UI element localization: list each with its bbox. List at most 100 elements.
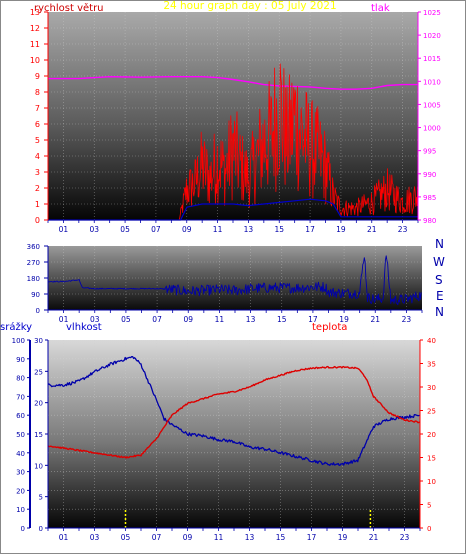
chart3-rain-tick-label: 100	[12, 337, 25, 345]
chart3-rain-tick-label: 0	[21, 525, 25, 533]
chart3-humidity-tick-label: 0	[39, 525, 43, 533]
chart3-x-tick-label: 21	[369, 533, 379, 542]
chart1-left-tick-label: 8	[35, 88, 40, 97]
chart3-x-tick-label: 15	[276, 533, 286, 542]
chart3-x-tick-label: 07	[152, 533, 162, 542]
pressure-line	[48, 75, 418, 90]
pressure-label: tlak	[371, 3, 390, 14]
chart2-x-tick-label: 11	[215, 315, 225, 324]
chart3-rain-tick-label: 20	[16, 487, 25, 495]
chart1-x-tick-label: 03	[89, 225, 99, 234]
chart1-x-tick-label: 17	[305, 225, 315, 234]
chart2-x-tick-label: 13	[246, 315, 256, 324]
chart3-x-tick-label: 13	[245, 533, 255, 542]
chart1-left-tick-label: 13	[30, 8, 40, 17]
chart1-x-tick-label: 07	[151, 225, 161, 234]
chart1-right-tick-label: 1010	[423, 78, 441, 86]
chart3-x-tick-label: 03	[90, 533, 100, 542]
chart2-left-tick-label: 270	[27, 259, 40, 267]
chart1-left-tick-label: 5	[35, 136, 40, 145]
chart1-left-tick-label: 7	[35, 104, 40, 113]
chart1-left-tick-label: 12	[30, 24, 40, 33]
chart3-x-tick-label: 05	[121, 533, 131, 542]
temperature-line	[47, 365, 421, 459]
chart2-x-tick-label: 17	[308, 315, 318, 324]
wind-speed-label: rychlost větru	[34, 2, 104, 14]
chart3-rain-tick-label: 10	[16, 506, 25, 514]
chart3-x-tick-label: 23	[400, 533, 410, 542]
chart2-left-tick-label: 90	[31, 291, 40, 299]
chart1-left-tick-label: 0	[35, 216, 40, 225]
chart3-x-tick-label: 17	[307, 533, 317, 542]
rain-label: srážky	[0, 321, 32, 333]
chart1-x-tick-label: 11	[213, 225, 223, 234]
chart2-x-tick-label: 01	[59, 315, 69, 324]
chart1-x-tick-label: 23	[398, 225, 408, 234]
chart1-left-tick-label: 2	[35, 184, 40, 193]
humidity-line	[47, 355, 421, 467]
chart3-temperature-tick-label: 5	[427, 502, 431, 510]
chart1-left-tick-label: 11	[30, 40, 40, 49]
chart1-right-tick-label: 990	[423, 171, 436, 179]
chart3-rain-tick-label: 60	[16, 412, 25, 420]
chart1-left-tick-label: 9	[35, 72, 40, 81]
chart3-temperature-tick-label: 40	[427, 337, 436, 345]
chart1-right-tick-label: 980	[423, 217, 436, 225]
chart2-x-tick-label: 03	[90, 315, 100, 324]
chart3-temperature-tick-label: 25	[427, 408, 436, 416]
chart2-x-tick-label: 05	[121, 315, 131, 324]
chart1-x-tick-label: 13	[244, 225, 254, 234]
chart3-x-tick-label: 09	[183, 533, 193, 542]
chart1-x-tick-label: 09	[182, 225, 192, 234]
chart2-left-tick-label: 360	[27, 243, 40, 251]
compass-e: E	[436, 289, 444, 303]
chart1-x-tick-label: 01	[59, 225, 69, 234]
chart3-humidity-tick-label: 25	[34, 368, 43, 376]
chart1-x-tick-label: 15	[274, 225, 284, 234]
chart2-x-tick-label: 23	[402, 315, 412, 324]
chart3-x-tick-label: 19	[338, 533, 348, 542]
chart1-left-tick-label: 6	[35, 120, 40, 129]
chart1-left-tick-label: 10	[30, 56, 40, 65]
chart1-right-tick-label: 1000	[423, 125, 441, 133]
chart1-x-tick-label: 05	[120, 225, 130, 234]
chart2-x-tick-label: 19	[339, 315, 349, 324]
chart3-rain-tick-label: 50	[16, 431, 25, 439]
compass-s: S	[435, 273, 443, 287]
chart1-right-tick-label: 985	[423, 194, 436, 202]
chart3-humidity-tick-label: 30	[34, 337, 43, 345]
chart3-humidity-tick-label: 20	[34, 400, 43, 408]
chart1-right-tick-label: 1005	[423, 101, 441, 109]
compass-n-bottom: N	[435, 305, 444, 319]
wind-speed-line	[178, 63, 419, 221]
chart3-rain-tick-label: 80	[16, 375, 25, 383]
chart3-x-tick-label: 01	[59, 533, 69, 542]
chart1-right-tick-label: 1015	[423, 55, 441, 63]
chart2-x-tick-label: 21	[370, 315, 380, 324]
chart3-humidity-tick-label: 15	[34, 431, 43, 439]
compass-n-top: N	[435, 237, 444, 251]
chart3-humidity-tick-label: 5	[39, 494, 43, 502]
chart3-rain-tick-label: 40	[16, 450, 25, 458]
chart3-temperature-tick-label: 20	[427, 431, 436, 439]
chart3-temperature-tick-label: 15	[427, 455, 436, 463]
chart1-right-tick-label: 1020	[423, 32, 441, 40]
chart1-plot-area	[48, 12, 418, 220]
chart3-rain-tick-label: 90	[16, 356, 25, 364]
chart2-x-tick-label: 09	[183, 315, 193, 324]
chart1-right-tick-label: 1025	[423, 9, 441, 17]
chart3-rain-tick-label: 70	[16, 393, 25, 401]
compass-w: W	[433, 255, 445, 269]
chart1-title: 24 hour graph day : 05 July 2021	[163, 0, 336, 12]
chart2-left-tick-label: 180	[27, 275, 40, 283]
chart3-x-tick-label: 11	[214, 533, 224, 542]
chart1-x-tick-label: 19	[336, 225, 346, 234]
chart1-left-tick-label: 3	[35, 168, 40, 177]
chart1-left-tick-label: 1	[35, 200, 40, 209]
chart3-temperature-tick-label: 35	[427, 361, 436, 369]
chart1-x-tick-label: 21	[367, 225, 377, 234]
chart3-temperature-tick-label: 30	[427, 384, 436, 392]
chart2-x-tick-label: 07	[152, 315, 162, 324]
